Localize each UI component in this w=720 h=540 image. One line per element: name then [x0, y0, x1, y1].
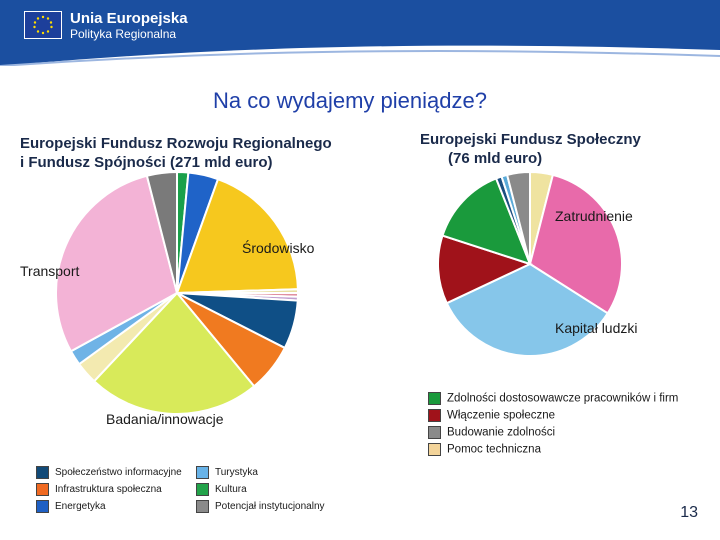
slice-label-transport: Transport — [20, 263, 80, 279]
legend1-swatch — [196, 466, 209, 479]
legend1-item-energy: Energetyka — [36, 500, 106, 513]
slice-label-kapital-ludzki: Kapitał ludzki — [555, 320, 638, 336]
pie2-slice-4 — [441, 177, 532, 266]
chart2-title-line1: Europejski Fundusz Społeczny — [420, 131, 641, 148]
header-curve-shape — [0, 0, 720, 66]
legend2-item-capacity: Budowanie zdolności — [428, 426, 555, 439]
pie1-slice-11 — [55, 174, 179, 353]
brand-title: Unia Europejska — [70, 10, 188, 27]
pie-chart-esf — [437, 170, 623, 357]
page-number: 13 — [680, 504, 698, 521]
pie2-slice-3 — [437, 234, 533, 305]
legend1-item-social-infra: Infrastruktura społeczna — [36, 483, 162, 496]
legend2-swatch — [428, 409, 441, 422]
eu-flag-icon — [24, 11, 62, 39]
legend1-swatch — [36, 500, 49, 513]
slice-label-zatrudnienie: Zatrudnienie — [555, 208, 633, 224]
legend2-item-adaptability: Zdolności dostosowawcze pracowników i fi… — [428, 392, 678, 405]
chart2-title-line2: (76 mld euro) — [448, 150, 543, 167]
legend1-item-tourism: Turystyka — [196, 466, 258, 479]
slice-label-badania: Badania/innowacje — [106, 411, 224, 427]
pie2-slice-2 — [445, 262, 610, 357]
legend1-item-info-society: Społeczeństwo informacyjne — [36, 466, 182, 479]
slice-label-srodowisko: Środowisko — [242, 240, 315, 256]
legend1-item-culture: Kultura — [196, 483, 247, 496]
pie2-slice-7 — [505, 170, 531, 265]
legend2-swatch — [428, 443, 441, 456]
legend1-swatch — [196, 500, 209, 513]
chart1-title: Europejski Fundusz Rozwoju Regionalnego … — [20, 134, 332, 172]
pie2-slice-1 — [528, 173, 623, 315]
legend2-item-technical-aid: Pomoc techniczna — [428, 443, 541, 456]
legend1-swatch — [36, 483, 49, 496]
legend2-item-inclusion: Włączenie społeczne — [428, 409, 555, 422]
chart1-title-line2: i Fundusz Spójności (271 mld euro) — [20, 154, 273, 171]
brand-subtitle: Polityka Regionalna — [70, 27, 177, 41]
header-banner: Unia Europejska Polityka Regionalna — [0, 0, 720, 66]
chart2-title: Europejski Fundusz Społeczny (76 mld eur… — [420, 130, 641, 168]
pie1-slice-12 — [145, 170, 178, 294]
pie1-slice-2 — [175, 177, 299, 295]
chart1-title-line1: Europejski Fundusz Rozwoju Regionalnego — [20, 135, 332, 152]
legend1-swatch — [196, 483, 209, 496]
legend2-swatch — [428, 426, 441, 439]
pie1-slice-8 — [92, 291, 256, 415]
legend1-swatch — [36, 466, 49, 479]
legend1-item-institutional: Potencjał instytucjonalny — [196, 500, 325, 513]
page-title: Na co wydajemy pieniądze? — [213, 88, 487, 113]
pie-chart-erdf — [55, 170, 300, 415]
legend2-swatch — [428, 392, 441, 405]
